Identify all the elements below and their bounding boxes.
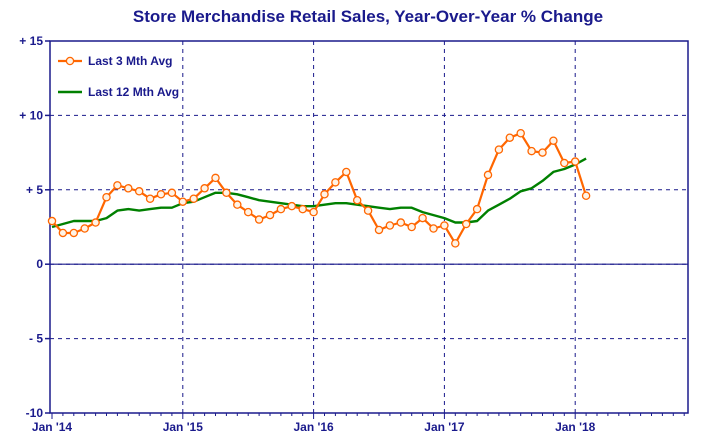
data-point (178, 197, 188, 206)
data-point (385, 221, 395, 230)
series-line-last-12-mth-avg (51, 157, 587, 229)
y-tick-label: - 5 (29, 332, 43, 346)
data-point (352, 195, 362, 205)
x-axis: Jan '14 Jan '15 Jan '16 Jan '17 Jan '18 (32, 413, 685, 434)
data-point (211, 173, 220, 183)
y-axis: + 15 + 10 + 5 0 - 5 -10 (19, 34, 50, 420)
data-point (570, 157, 580, 166)
data-point (222, 188, 231, 198)
data-point (429, 224, 438, 233)
data-point (320, 190, 329, 199)
plot-frame (49, 40, 689, 414)
data-point (374, 225, 384, 235)
data-point (538, 148, 547, 157)
data-point (440, 221, 449, 230)
data-point (167, 188, 177, 198)
data-point (124, 184, 133, 193)
x-tick-label: Jan '14 (32, 420, 73, 434)
data-point (516, 129, 525, 138)
data-point (298, 204, 307, 214)
data-point (287, 201, 297, 211)
data-point (418, 213, 427, 223)
data-point (156, 190, 166, 199)
y-tick-label: 0 (36, 257, 43, 271)
y-tick-label: + 10 (19, 108, 43, 122)
data-point (407, 222, 416, 232)
y-tick-label: -10 (26, 406, 44, 420)
data-point (276, 204, 286, 214)
data-point (233, 200, 242, 209)
data-point (254, 215, 264, 224)
data-point (265, 210, 275, 220)
x-tick-label: Jan '17 (424, 420, 465, 434)
data-point (560, 158, 569, 168)
data-point (396, 218, 406, 227)
data-point (91, 218, 100, 227)
data-point (80, 224, 89, 233)
y-tick-label: + 15 (19, 34, 43, 48)
data-point (472, 204, 482, 214)
chart-title: Store Merchandise Retail Sales, Year-Ove… (133, 7, 603, 26)
data-point (145, 194, 155, 203)
data-point (451, 239, 460, 248)
data-point (342, 167, 351, 177)
data-point (363, 206, 373, 215)
legend-label-last-12-mth-avg: Last 12 Mth Avg (88, 85, 179, 99)
data-point (505, 133, 515, 142)
legend-label-last-3-mth-avg: Last 3 Mth Avg (88, 54, 172, 68)
x-tick-label: Jan '16 (293, 420, 334, 434)
legend: Last 3 Mth Avg Last 12 Mth Avg (58, 54, 179, 99)
data-point (494, 145, 504, 154)
data-point (549, 136, 558, 145)
legend-marker (65, 56, 75, 66)
data-point (331, 178, 340, 187)
data-point (102, 192, 111, 202)
data-point (69, 228, 79, 238)
data-point (47, 216, 57, 226)
data-point (200, 184, 209, 193)
series-layer (47, 129, 591, 248)
x-tick-label: Jan '18 (555, 420, 596, 434)
data-point (58, 228, 68, 238)
data-point (581, 191, 591, 201)
data-point (189, 194, 198, 203)
data-point (527, 146, 536, 156)
y-tick-label: + 5 (26, 183, 43, 197)
data-point (134, 187, 144, 196)
data-point (309, 207, 318, 217)
x-tick-label: Jan '15 (163, 420, 204, 434)
data-point (483, 170, 493, 180)
data-point (461, 219, 471, 229)
data-point (243, 207, 253, 217)
data-point (113, 181, 122, 190)
